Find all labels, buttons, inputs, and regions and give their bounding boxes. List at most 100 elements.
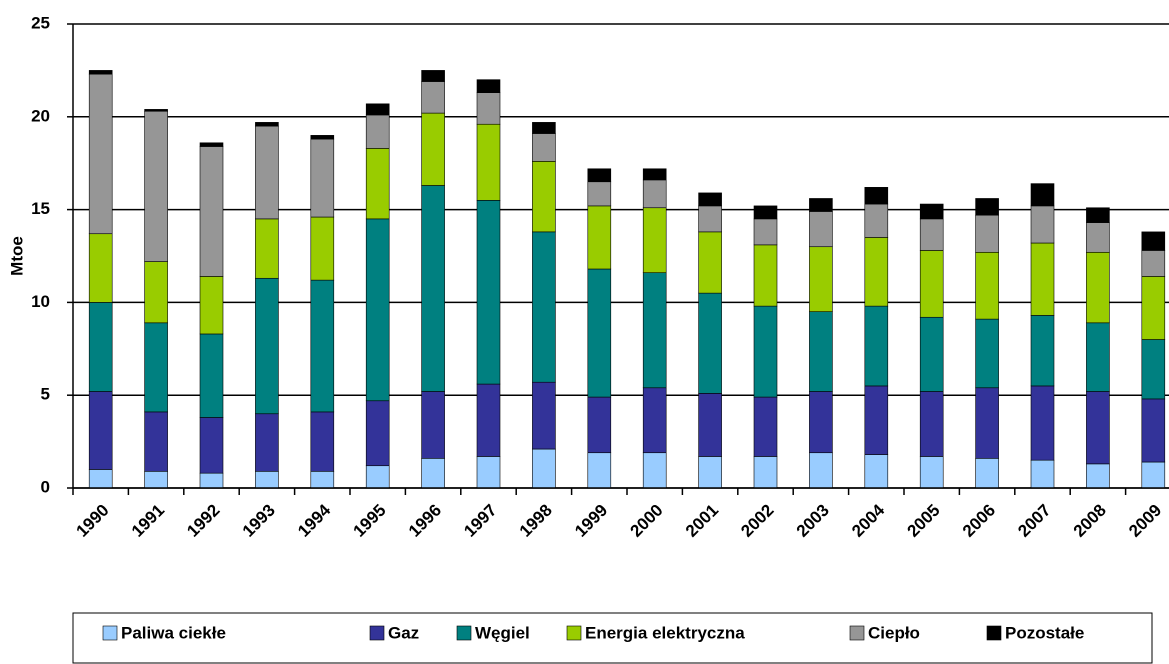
x-tick-label: 1998 (516, 501, 556, 541)
bar-segment (975, 251, 999, 320)
legend-label: Energia elektryczna (585, 623, 745, 642)
bar-segment (642, 179, 667, 209)
bar-segment (532, 122, 556, 134)
bar-segment (1141, 339, 1166, 400)
bar-segment (144, 261, 168, 324)
bar-segment (642, 387, 667, 454)
bar-segment (753, 456, 778, 489)
bar-segment (1030, 315, 1055, 387)
bar-segment (199, 417, 224, 474)
bar-segment (1141, 231, 1166, 251)
y-axis-label: Mtoe (7, 236, 26, 276)
bar-segment (975, 198, 999, 216)
bar-segment (698, 231, 722, 294)
legend-swatch (456, 625, 472, 641)
x-tick-label: 1992 (183, 501, 223, 541)
x-tick-label: 2001 (682, 501, 722, 541)
bar-segment (753, 218, 778, 246)
x-tick-label: 2009 (1125, 501, 1165, 541)
bar-segment (1141, 250, 1166, 277)
x-tick-label: 2003 (793, 501, 833, 541)
bar-segment (476, 200, 501, 385)
bar-segment (255, 470, 279, 489)
bar-segment (255, 125, 279, 220)
bar-segment (88, 73, 113, 235)
bar-segment (421, 112, 445, 186)
x-tick-label: 2005 (904, 501, 944, 541)
bar-segment (587, 396, 612, 454)
legend-swatch (102, 625, 118, 641)
bar-segment (809, 391, 833, 454)
bar-segment (476, 92, 501, 125)
bar-segment (1030, 242, 1055, 316)
bar-segment (1141, 461, 1166, 489)
legend-label: Węgiel (475, 623, 530, 642)
x-tick-label: 2006 (959, 501, 999, 541)
bar-segment (1141, 398, 1166, 463)
bar-segment (255, 122, 279, 127)
bar-segment (365, 400, 390, 467)
bar-segment (1086, 251, 1110, 324)
bar-segment (642, 452, 667, 489)
bar-segment (421, 391, 445, 459)
y-tick-label: 20 (31, 106, 50, 125)
bar-segment (975, 214, 999, 253)
bar-segment (88, 70, 113, 75)
bar-segment (144, 470, 168, 489)
bar-segment (1030, 205, 1055, 244)
bar-segment (365, 465, 390, 489)
bar-segment (1086, 322, 1110, 392)
bar-segment (365, 114, 390, 149)
bar-segment (144, 411, 168, 472)
bar-segment (88, 391, 113, 470)
bar-segment (421, 458, 445, 489)
bar-segment (975, 387, 999, 459)
bar-segment (698, 205, 722, 233)
bar-segment (1086, 463, 1110, 489)
bar-segment (587, 181, 612, 207)
bar-segment (975, 458, 999, 489)
bar-segment (199, 333, 224, 418)
bar-segment (532, 161, 556, 233)
bar-segment (365, 148, 390, 220)
y-tick-label: 5 (41, 385, 50, 404)
legend-label: Gaz (388, 623, 419, 642)
bar-segment (698, 292, 722, 394)
bar-segment (919, 203, 944, 220)
x-tick-label: 1991 (128, 501, 168, 541)
bar-segment (1141, 276, 1166, 340)
x-tick-label: 2002 (737, 501, 777, 541)
y-tick-label: 0 (41, 477, 50, 496)
legend-label: Paliwa ciekłe (121, 623, 226, 642)
bar-segment (1030, 459, 1055, 489)
bar-segment (88, 233, 113, 303)
bar-segment (199, 472, 224, 489)
bar-segment (753, 244, 778, 307)
bar-segment (919, 218, 944, 251)
bar-segment (199, 146, 224, 277)
bar-segment (642, 272, 667, 389)
legend-swatch (849, 625, 865, 641)
bar-segment (809, 211, 833, 248)
bar-segment (919, 250, 944, 318)
y-tick-label: 10 (31, 292, 50, 311)
x-tick-label: 2007 (1014, 501, 1054, 541)
legend-swatch (986, 625, 1002, 641)
x-tick-label: 2000 (627, 501, 667, 541)
bar-segment (421, 70, 445, 82)
legend-swatch (369, 625, 385, 641)
x-tick-label: 2008 (1070, 501, 1110, 541)
bar-segment (864, 237, 889, 307)
legend-swatch (566, 625, 582, 641)
bar-segment (919, 391, 944, 457)
bar-segment (476, 456, 501, 489)
bar-segment (255, 277, 279, 415)
y-tick-label: 15 (31, 199, 50, 218)
bar-segment (365, 103, 390, 116)
y-tick-label: 25 (31, 13, 50, 32)
x-tick-label: 1995 (350, 501, 390, 541)
bar-segment (532, 448, 556, 489)
bar-segment (1030, 385, 1055, 461)
legend-label: Ciepło (868, 623, 920, 642)
